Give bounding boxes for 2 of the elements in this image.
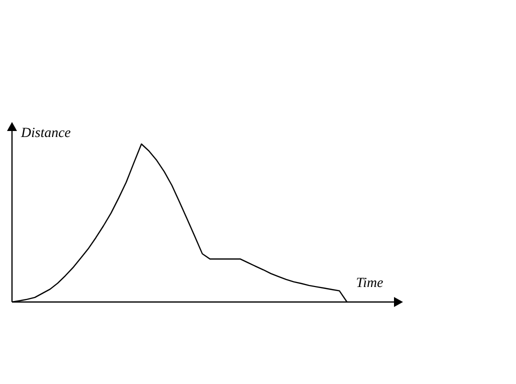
- y-axis-title: Distance: [21, 126, 71, 142]
- x-axis-title: Time: [356, 276, 384, 292]
